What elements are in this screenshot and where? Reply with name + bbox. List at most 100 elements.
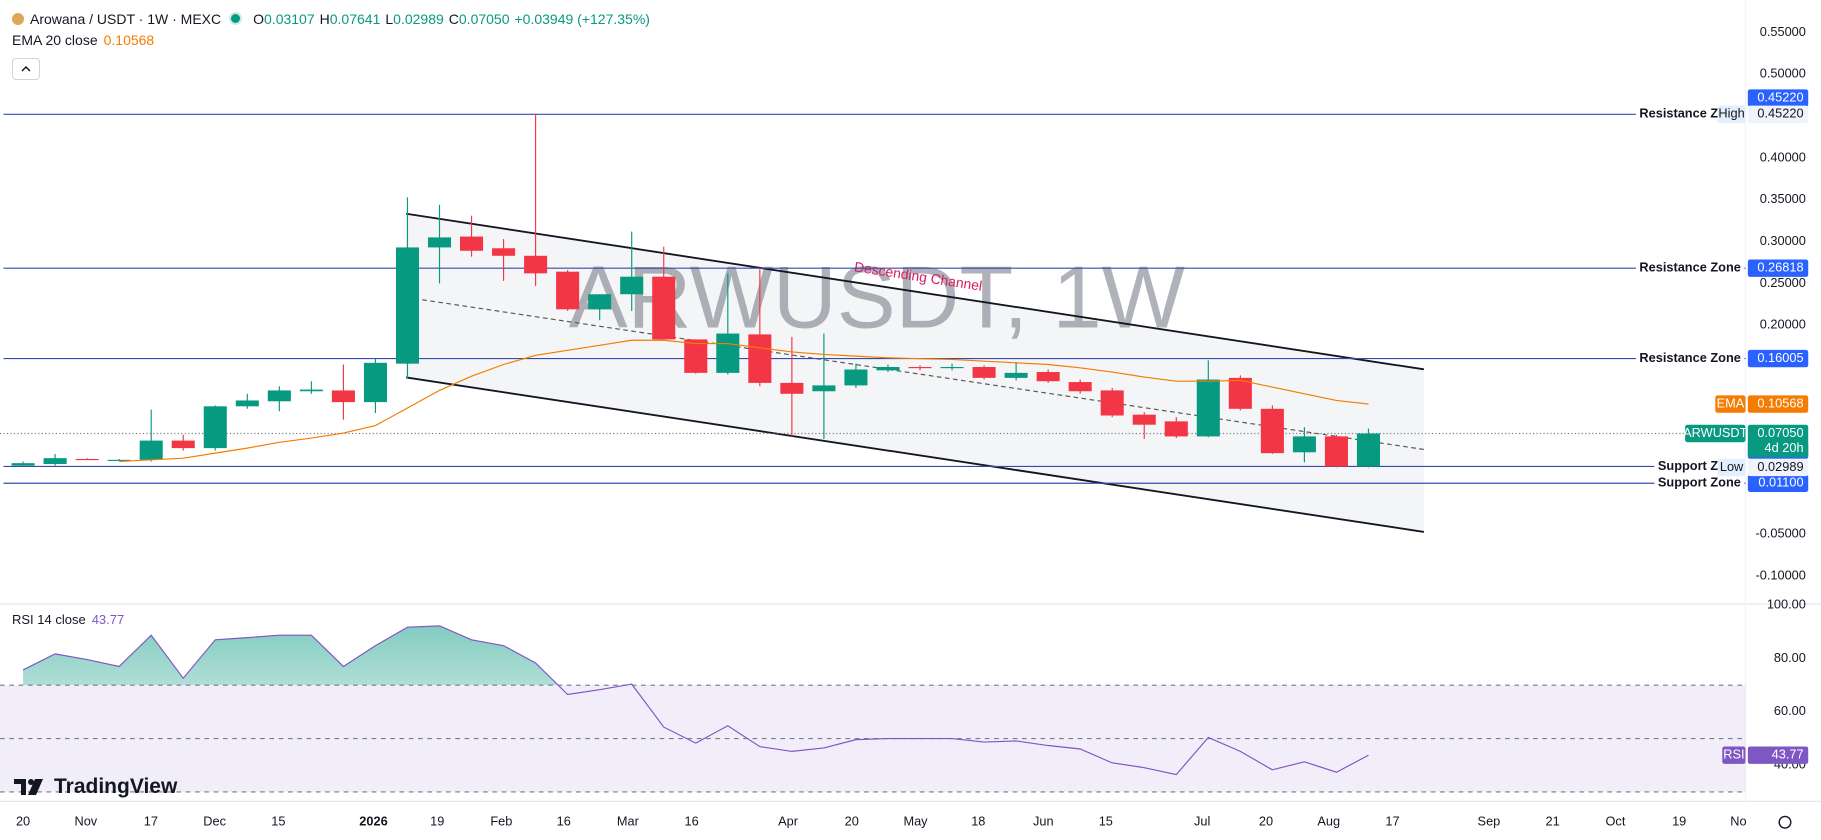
candle-body (780, 382, 804, 394)
collapse-button[interactable] (12, 58, 40, 80)
price-tag-bg (1747, 746, 1809, 764)
level-name: Support Zone (1658, 475, 1741, 490)
x-tick-label: Dec (203, 814, 226, 829)
ema-legend-label: EMA 20 close (12, 32, 98, 48)
x-tick-label: 2026 (359, 814, 387, 829)
candle-body (588, 294, 612, 310)
x-tick-label: 19 (1672, 814, 1686, 829)
y-tick-label: 0.20000 (1760, 317, 1806, 332)
ohlc-value: 0.07641 (329, 11, 381, 27)
level-name: Resistance Zone (1639, 106, 1740, 121)
countdown: 4d 20h (1765, 440, 1804, 455)
settings-icon (1778, 815, 1792, 829)
price-tag-bg (1747, 395, 1809, 413)
series-tag: ARWUSDT (1683, 425, 1748, 440)
candle-body (716, 333, 740, 373)
candle-body (363, 362, 387, 403)
x-tick-label: 21 (1546, 814, 1560, 829)
ohlc-value: 0.03107 (264, 11, 315, 27)
candle-body (203, 406, 227, 449)
last-price-bg (1747, 424, 1809, 458)
y-tick-label: 0.50000 (1760, 66, 1806, 81)
candle-body (1036, 372, 1060, 382)
rsi-tick-label: 60.00 (1774, 703, 1806, 718)
series-tag: High (1718, 106, 1744, 121)
candle-body (1356, 433, 1381, 467)
candle-body (1260, 408, 1284, 454)
price-tag-bg (1747, 89, 1809, 107)
channel-line (406, 212, 1425, 371)
brand-mark (14, 779, 43, 795)
candle-body (1132, 414, 1156, 425)
candle-body (1100, 390, 1124, 416)
brand-logo: TradingView (14, 775, 177, 799)
ohlc: O0.03107 H0.07641 L0.02989 C0.07050 (248, 11, 509, 27)
candle-body (299, 389, 323, 392)
candle-body (940, 367, 964, 369)
price-tag: 0.16005 (1757, 350, 1803, 365)
candle-body (11, 463, 35, 466)
candle-body (1292, 436, 1316, 453)
candle-body (972, 367, 996, 378)
x-tick-label: Mar (617, 814, 640, 829)
y-tick-label: -0.05000 (1755, 526, 1805, 541)
candle-body (812, 385, 836, 392)
x-tick-label: 20 (16, 814, 30, 829)
series-tag-bg (1717, 105, 1746, 124)
x-tick-label: 17 (1385, 814, 1399, 829)
candle-body (171, 440, 195, 449)
price-tag-bg (1747, 259, 1809, 277)
price-tag: 0.45220 (1757, 106, 1803, 121)
candle-body (267, 390, 291, 402)
price-tag-bg (1747, 349, 1809, 368)
candle-body (620, 276, 644, 295)
price-tag: 0.10568 (1757, 395, 1803, 410)
x-tick-label: No (1730, 814, 1746, 829)
price-tag: 0.01100 (1758, 475, 1803, 490)
x-tick-label: 18 (971, 814, 985, 829)
ohlc-key: C (448, 11, 459, 27)
candle-body (427, 237, 452, 248)
candle-body (844, 369, 868, 386)
y-tick-label: 0.35000 (1760, 191, 1806, 206)
channel-line (406, 376, 1425, 533)
candle-body (684, 339, 708, 373)
y-tick-label: 0.40000 (1760, 149, 1806, 164)
candle-body (1324, 436, 1348, 467)
x-tick-label: 15 (271, 814, 285, 829)
ohlc-key: L (385, 11, 394, 27)
candle-body (556, 271, 580, 310)
x-tick-label: Feb (490, 814, 512, 829)
x-tick-label: Oct (1606, 814, 1626, 829)
price-tag: 0.02989 (1757, 459, 1803, 474)
x-tick-label: 19 (430, 814, 444, 829)
x-tick-label: 17 (144, 814, 158, 829)
candle-body (652, 276, 676, 340)
candle-body (75, 458, 99, 461)
series-tag: EMA (1717, 395, 1745, 410)
x-tick-label: 20 (1259, 814, 1273, 829)
candle-body (107, 459, 131, 461)
level-name-bg (1635, 351, 1745, 367)
series-tag: RSI (1723, 747, 1744, 762)
series-tag-bg (1685, 424, 1746, 443)
candle-body (460, 236, 484, 251)
candle-body (1068, 382, 1092, 392)
ohlc-key: O (253, 11, 265, 27)
symbol: Arowana / USDT · 1W · MEXC (30, 11, 222, 27)
candle-body (876, 367, 900, 371)
rsi-tick-label: 100.00 (1767, 596, 1806, 611)
candle-body (395, 247, 420, 364)
series-tag-bg (1715, 395, 1746, 413)
y-tick-label: -0.10000 (1755, 567, 1805, 582)
x-tick-label: May (903, 814, 928, 829)
symbol-logo (12, 13, 24, 25)
price-tag-bg (1747, 458, 1809, 477)
x-tick-label: 20 (845, 814, 859, 829)
market-status (229, 12, 243, 25)
level-name: Resistance Zone (1639, 350, 1740, 365)
ohlc-value: 0.07050 (458, 11, 510, 27)
candle-body (908, 367, 932, 369)
